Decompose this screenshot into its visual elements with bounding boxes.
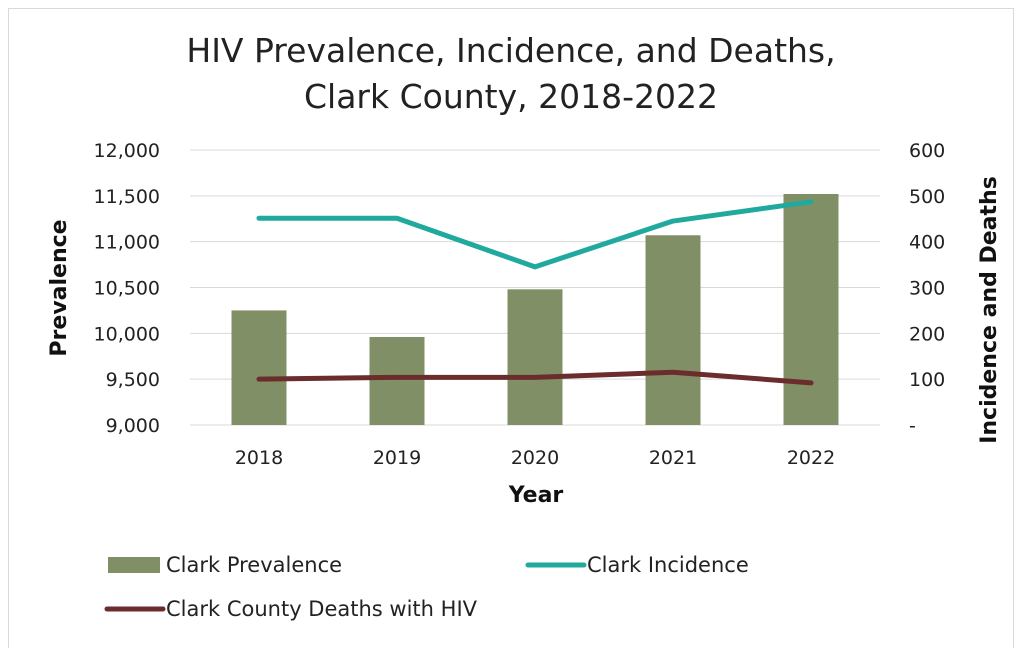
left-tick-label: 10,000 xyxy=(94,323,160,345)
legend-label-incidence: Clark Incidence xyxy=(587,553,749,577)
left-tick-label: 10,500 xyxy=(94,278,160,300)
right-axis-ticks: - 100 200 300 400 500 600 xyxy=(909,140,945,437)
chart-title: HIV Prevalence, Incidence, and Deaths, C… xyxy=(0,28,1022,120)
bar-2022 xyxy=(783,194,839,425)
legend-swatch-prevalence xyxy=(108,557,160,573)
left-tick-label: 11,000 xyxy=(94,232,160,254)
chart-frame xyxy=(8,8,1014,648)
line-series xyxy=(256,199,814,386)
bar-2021 xyxy=(645,235,701,425)
incidence-line xyxy=(256,199,814,270)
right-tick-label: 500 xyxy=(909,186,945,208)
y-axis-left-title: Prevalence xyxy=(47,219,72,356)
bar-2018 xyxy=(231,310,287,425)
left-tick-label: 12,000 xyxy=(94,140,160,162)
deaths-line xyxy=(256,369,814,386)
right-tick-label: 300 xyxy=(909,278,945,300)
bar-2019 xyxy=(369,337,425,425)
x-axis-title: Year xyxy=(508,483,564,508)
chart-title-line-2: Clark County, 2018-2022 xyxy=(304,77,718,116)
y-axis-right-title: Incidence and Deaths xyxy=(977,176,1002,444)
right-tick-label: 600 xyxy=(909,140,945,162)
x-axis-ticks: 2018 2019 2020 2021 2022 xyxy=(235,447,835,469)
x-tick-label: 2022 xyxy=(787,447,835,469)
right-tick-label: 100 xyxy=(909,369,945,391)
right-tick-label: 200 xyxy=(909,323,945,345)
left-axis-ticks: 9,000 9,500 10,000 10,500 11,000 11,500 12,000 xyxy=(94,140,160,437)
left-tick-label: 9,000 xyxy=(106,415,160,437)
x-tick-label: 2018 xyxy=(235,447,283,469)
chart-title-line-1: HIV Prevalence, Incidence, and Deaths, xyxy=(186,31,836,70)
legend-label-prevalence: Clark Prevalence xyxy=(166,553,342,577)
legend: Clark Prevalence Clark Incidence Clark C… xyxy=(104,553,749,621)
right-tick-label: - xyxy=(909,415,916,437)
legend-label-deaths: Clark County Deaths with HIV xyxy=(166,597,478,621)
right-tick-label: 400 xyxy=(909,232,945,254)
x-tick-label: 2019 xyxy=(373,447,421,469)
left-tick-label: 9,500 xyxy=(106,369,160,391)
bar-2020 xyxy=(507,289,563,425)
prevalence-bars xyxy=(231,194,839,425)
x-tick-label: 2021 xyxy=(649,447,697,469)
left-tick-label: 11,500 xyxy=(94,186,160,208)
x-tick-label: 2020 xyxy=(511,447,559,469)
